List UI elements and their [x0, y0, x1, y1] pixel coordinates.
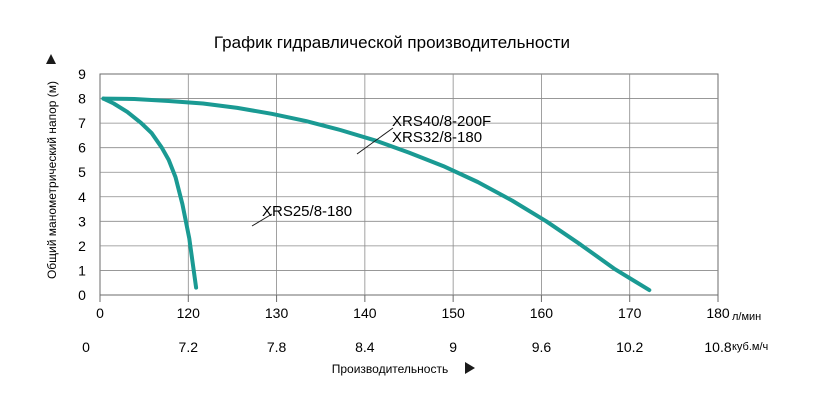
series-label-xrs25: XRS25/8-180 [262, 203, 352, 220]
y-tick-label: 9 [78, 66, 86, 82]
y-tick-label: 5 [78, 164, 86, 180]
x-axis-arrow-icon [465, 362, 475, 374]
y-tick-label: 6 [78, 140, 86, 156]
series-layer [101, 96, 652, 293]
series-line-0 [101, 96, 199, 290]
y-axis-label-group: Общий манометрический напор (м) [45, 81, 59, 279]
x-tick-label: 150 [441, 305, 465, 321]
x-tick-label: 120 [177, 305, 201, 321]
series-label-line: XRS40/8-200F [392, 113, 491, 130]
x-axis-unit: л/мин [732, 311, 761, 323]
series-line-1 [101, 96, 652, 293]
ticks-layer: 0 1 2 3 4 5 6 7 8 9 0 120 130 140 150 160 170 180 0 7.2 7.8 8… [78, 66, 732, 355]
x2-tick-label: 10.2 [616, 339, 643, 355]
x2-tick-label: 7.8 [267, 339, 287, 355]
label-xrs40: XRS40/8-200F XRS32/8-180 [356, 113, 491, 155]
x-tick-label: 130 [265, 305, 289, 321]
x-tick-label: 0 [96, 305, 104, 321]
x2-tick-label: 9.6 [532, 339, 552, 355]
y-tick-label: 3 [78, 213, 86, 229]
y-axis-label: Общий манометрический напор (м) [45, 81, 59, 279]
x-tick-label: 160 [530, 305, 554, 321]
x-tick-label: 140 [353, 305, 377, 321]
y-tick-label: 2 [78, 238, 86, 254]
leader-line-xrs25 [251, 213, 273, 227]
y-tick-label: 0 [78, 287, 86, 303]
series-label-line: XRS32/8-180 [392, 129, 482, 146]
x2-tick-label: 8.4 [355, 339, 375, 355]
y-tick-label: 1 [78, 262, 86, 278]
chart-title: График гидравлической производительности [214, 33, 570, 52]
y-tick-label: 4 [78, 189, 86, 205]
plot-frame [99, 73, 719, 296]
x-axis-label: Производительность [332, 362, 448, 376]
x2-axis-unit: куб.м/ч [732, 341, 768, 353]
x-tick-label: 170 [618, 305, 642, 321]
leader-line-xrs40 [356, 127, 394, 155]
x2-tick-label: 9 [449, 339, 457, 355]
y-tick-label: 7 [78, 115, 86, 131]
y-axis-arrow-icon [46, 54, 56, 64]
x-tick-label: 180 [706, 305, 730, 321]
label-xrs25: XRS25/8-180 [251, 203, 352, 227]
series-label-xrs40-xrs32: XRS40/8-200F XRS32/8-180 [392, 113, 491, 146]
x2-tick-label: 0 [82, 339, 90, 355]
x2-tick-label: 7.2 [179, 339, 199, 355]
x2-tick-label: 10.8 [704, 339, 731, 355]
y-tick-label: 8 [78, 91, 86, 107]
